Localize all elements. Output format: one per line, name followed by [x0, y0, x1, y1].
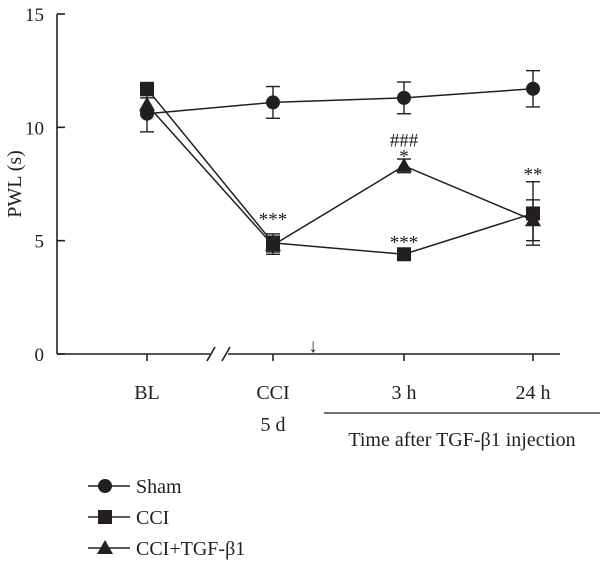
y-tick-label: 10	[25, 118, 44, 139]
x-tick-label-line2: 5 d	[261, 414, 286, 436]
series-lines	[146, 88, 534, 256]
data-point-circle	[526, 81, 540, 96]
series-markers	[139, 81, 541, 262]
significance-mark: ###	[390, 130, 419, 151]
legend-label: CCI	[136, 507, 169, 529]
legend-label: Sham	[136, 476, 182, 498]
data-point-triangle	[525, 212, 541, 227]
y-axis-label: PWL (s)	[4, 150, 26, 218]
y-tick-label: 15	[25, 5, 44, 26]
legend: Sham CCI CCI+TGF-β1	[88, 476, 245, 560]
data-point-square	[140, 81, 154, 96]
x-tick-label: CCI	[256, 382, 289, 404]
injection-arrow: ↓	[308, 336, 318, 357]
significance-mark: *	[399, 146, 409, 167]
data-point-circle	[266, 95, 280, 110]
significance-mark: ***	[259, 210, 288, 231]
legend-marker-square	[98, 510, 112, 524]
x-tick-label: 24 h	[516, 382, 551, 404]
x-tick-label: 3 h	[392, 382, 417, 404]
data-point-circle	[397, 90, 411, 105]
axes: 0 5 10 15 PWL (s) BL CCI 5 d 3 h 24 h ↓ Time after …	[4, 5, 600, 451]
legend-marker-circle	[98, 479, 112, 493]
y-tick-label: 5	[35, 232, 45, 253]
legend-label: CCI+TGF-β1	[136, 538, 245, 560]
axis-break-mark	[206, 346, 216, 362]
y-tick-label: 0	[35, 345, 45, 366]
legend-marker-triangle	[97, 539, 113, 555]
significance-mark: ***	[390, 232, 419, 253]
series-line-triangle	[146, 104, 534, 247]
x-tick-label: BL	[134, 382, 160, 404]
significance-annotations: ***###******	[259, 130, 543, 253]
series-line-circle	[146, 88, 534, 115]
series-line-square	[146, 88, 534, 256]
time-bracket-label: Time after TGF-β1 injection	[348, 429, 575, 451]
data-point-triangle	[139, 96, 155, 111]
data-point-triangle	[265, 237, 281, 252]
data-point-square	[397, 247, 411, 262]
data-point-triangle	[396, 157, 412, 172]
significance-mark: **	[524, 164, 543, 185]
axis-break-mark	[221, 346, 231, 362]
